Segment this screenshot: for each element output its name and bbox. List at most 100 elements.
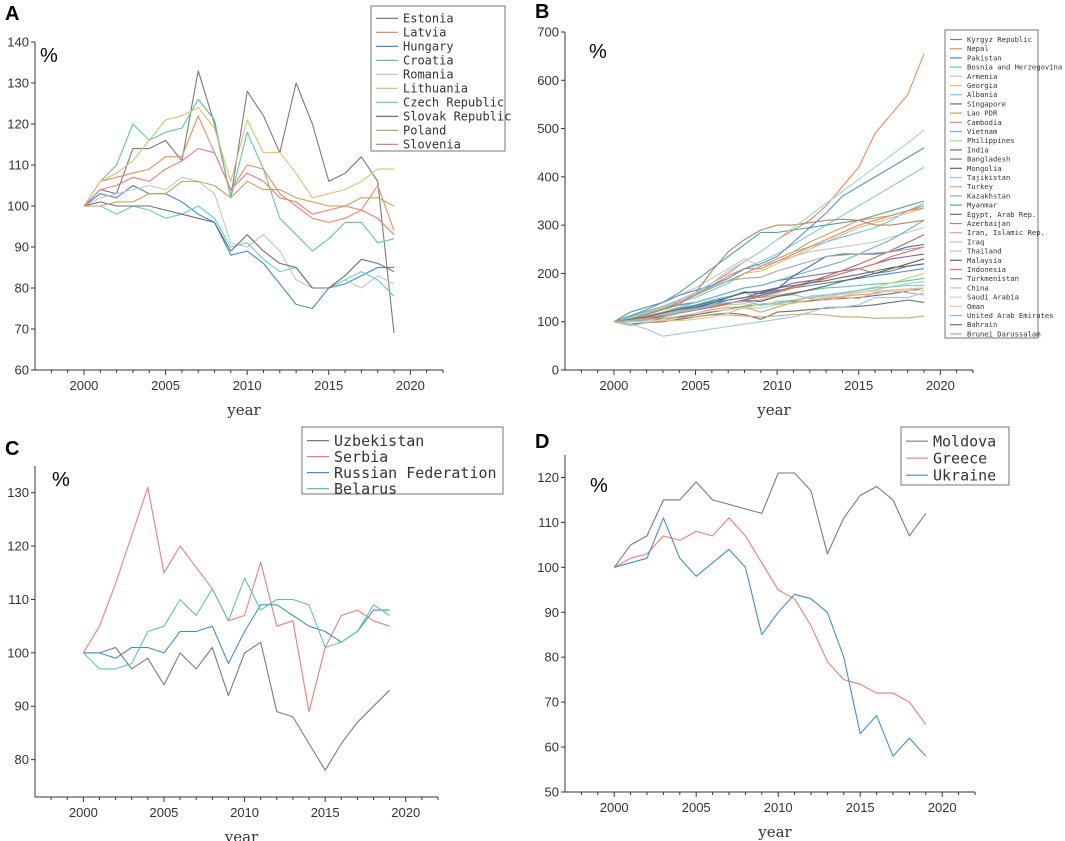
y-tick-label: 110: [538, 515, 559, 530]
panel-a: A 60 70 80 90 100 110 120 130 140 2000 2005 2010 2015…: [5, 3, 511, 419]
legend-entry: Uzbekistan: [334, 432, 424, 450]
legend-entry: Singapore: [967, 99, 1006, 108]
legend-entry: Azerbaijan: [967, 219, 1010, 228]
x-tick-label: 2010: [230, 805, 259, 820]
series-line-united-arab-emirates: [613, 284, 924, 323]
series-line-oman: [613, 287, 925, 323]
legend-entry: Cambodia: [967, 118, 1002, 127]
series-group: [613, 53, 925, 337]
legend-entry: China: [967, 283, 989, 292]
panel-letter: D: [535, 431, 549, 453]
series-line-uzbekistan: [83, 641, 390, 771]
series-line-georgia: [613, 207, 925, 323]
legend-entry: United Arab Emirates: [967, 311, 1054, 320]
legend-entry: Estonia: [403, 12, 454, 26]
legend-entry: Myanmar: [967, 201, 998, 210]
x-tick-label: 2005: [682, 800, 711, 815]
legend-entry: Iraq: [967, 237, 984, 246]
series-line-poland: [84, 180, 395, 207]
legend-entry: Hungary: [403, 40, 454, 54]
x-axis-label: year: [226, 401, 261, 419]
legend-entry: Croatia: [403, 54, 454, 68]
y-tick-label: 120: [537, 470, 559, 485]
y-axis-unit: %: [590, 475, 608, 497]
y-tick-label: 0: [552, 363, 559, 378]
series-line-indonesia: [613, 246, 925, 323]
x-tick-label: 2000: [599, 378, 628, 393]
legend-entry: Turkey: [967, 182, 994, 191]
series-line-iraq: [613, 292, 925, 337]
legend-entry: Mongolia: [967, 164, 1002, 173]
x-tick-label: 2005: [151, 378, 180, 393]
y-tick-label: 90: [545, 605, 559, 620]
legend-entry: Philippines: [967, 136, 1015, 145]
series-line-saudi-arabia: [614, 289, 924, 323]
x-tick-label: 2010: [233, 378, 262, 393]
y-axis-unit: %: [40, 45, 58, 67]
series-line-serbia: [82, 486, 390, 713]
legend-entry: Kazakhstan: [967, 191, 1010, 200]
legend-entry: Bahrain: [967, 320, 997, 329]
legend-box: [301, 426, 504, 495]
series-line-singapore: [613, 299, 925, 325]
legend-entry: Turkmenistan: [967, 274, 1019, 283]
series-line-croatia: [83, 98, 395, 252]
legend-entry: Oman: [967, 302, 984, 311]
legend-entry: Slovak Republic: [403, 110, 511, 124]
x-tick-label: 2010: [764, 800, 793, 815]
y-tick-label: 700: [537, 25, 559, 40]
legend-entry: Brunei Darussalam: [967, 329, 1041, 338]
x-tick-label: 2015: [846, 800, 875, 815]
y-tick-label: 400: [537, 169, 559, 184]
legend-entry: Tajikistan: [967, 173, 1010, 182]
y-axis-unit: %: [589, 41, 607, 63]
series-line-czech-republic: [84, 205, 395, 297]
y-tick-label: 80: [15, 752, 29, 767]
legend-entry: Moldova: [933, 432, 996, 450]
x-axis-label: year: [224, 828, 259, 841]
series-line-brunei-darussalam: [613, 313, 925, 323]
legend-entry: Iran, Islamic Rep.: [967, 228, 1045, 237]
series-line-hungary: [83, 184, 394, 310]
y-axis-unit: %: [52, 469, 70, 491]
y-tick-label: 300: [537, 218, 559, 233]
panel-letter: A: [5, 3, 19, 25]
x-tick-label: 2020: [396, 378, 425, 393]
series-group: [82, 486, 390, 771]
legend-entry: Slovenia: [403, 138, 461, 152]
legend-entry: Thailand: [967, 247, 1002, 256]
legend-entry: India: [967, 145, 989, 154]
legend-entry: Nepal: [967, 44, 989, 53]
legend-entry: Russian Federation: [334, 464, 497, 482]
legend-entry: Bosnia and Herzegovina: [967, 63, 1062, 72]
y-tick-label: 60: [545, 740, 559, 755]
x-tick-label: 2015: [314, 378, 343, 393]
series-line-russian-federation: [83, 604, 390, 665]
series-line-kazakhstan: [613, 246, 925, 323]
legend-entry: Serbia: [334, 448, 388, 466]
legend-entry: Egypt, Arab Rep.: [967, 210, 1036, 219]
legend-entry: Romania: [403, 68, 454, 82]
panel-letter: C: [5, 438, 19, 460]
y-tick-label: 70: [15, 322, 29, 337]
y-tick-label: 50: [545, 785, 559, 800]
y-tick-label: 100: [537, 560, 559, 575]
x-tick-label: 2015: [844, 378, 873, 393]
y-tick-label: 500: [537, 121, 559, 136]
series-line-latvia: [83, 115, 395, 231]
legend-entry: Lao PDR: [967, 109, 998, 118]
y-tick-label: 90: [15, 240, 29, 255]
y-tick-label: 110: [8, 592, 29, 607]
x-tick-label: 2000: [69, 378, 98, 393]
panel-c: C 80 90 100 110 120 130 2000 2005 2010 2015 2020 yea…: [5, 426, 504, 841]
y-tick-label: 100: [7, 199, 29, 214]
x-axis-label: year: [756, 401, 791, 419]
legend-box: [944, 29, 1039, 339]
y-tick-label: 120: [7, 117, 29, 132]
y-tick-label: 140: [7, 35, 29, 50]
panel-letter: B: [535, 1, 549, 23]
legend-entry: Vietnam: [967, 127, 997, 136]
